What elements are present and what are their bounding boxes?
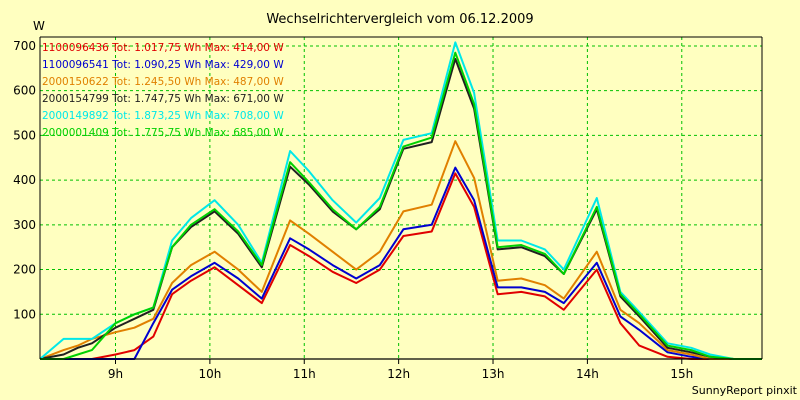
y-tick-label: 700 bbox=[13, 39, 36, 53]
x-tick-label: 15h bbox=[670, 367, 693, 381]
x-tick-label: 14h bbox=[576, 367, 599, 381]
y-tick-labels: 100 200 300 400 500 600 700 bbox=[13, 39, 36, 321]
legend-entry-2000154799: 2000154799 Tot: 1.747,75 Wh Max: 671,00 … bbox=[42, 93, 284, 105]
series-line-2000154799 bbox=[39, 57, 762, 360]
y-tick-label: 300 bbox=[13, 218, 36, 232]
x-tick-label: 12h bbox=[387, 367, 410, 381]
legend-entry-1100096541: 1100096541 Tot: 1.090,25 Wh Max: 429,00 … bbox=[42, 59, 284, 71]
series-lines bbox=[39, 41, 762, 360]
y-tick-label: 400 bbox=[13, 173, 36, 187]
y-tick-label: 200 bbox=[13, 263, 36, 277]
y-tick-label: 100 bbox=[13, 307, 36, 321]
series-line-1100096541 bbox=[40, 166, 762, 360]
x-tick-label: 11h bbox=[293, 367, 316, 381]
legend-entry-1100096436: 1100096436 Tot: 1.017,75 Wh Max: 414,00 … bbox=[42, 42, 284, 54]
y-axis-label: W bbox=[33, 19, 45, 33]
y-tick-label: 500 bbox=[13, 128, 36, 142]
legend-entry-2000150622: 2000150622 Tot: 1.245,50 Wh Max: 487,00 … bbox=[42, 76, 284, 88]
legend-entry-2000001409: 2000001409 Tot: 1.775,75 Wh Max: 685,00 … bbox=[42, 127, 284, 139]
footer-credit: SunnyReport pinxit bbox=[692, 384, 798, 397]
legend: 1100096436 Tot: 1.017,75 Wh Max: 414,00 … bbox=[42, 42, 284, 139]
grid bbox=[40, 37, 762, 364]
y-tick-label: 600 bbox=[13, 84, 36, 98]
series-line-2000001409 bbox=[40, 51, 762, 360]
legend-entry-2000149892: 2000149892 Tot: 1.873,25 Wh Max: 708,00 … bbox=[42, 110, 284, 122]
x-tick-label: 13h bbox=[482, 367, 505, 381]
x-tick-label: 10h bbox=[198, 367, 221, 381]
x-tick-labels: 9h 10h 11h 12h 13h 14h 15h bbox=[108, 367, 693, 381]
chart-title: Wechselrichtervergleich vom 06.12.2009 bbox=[266, 12, 533, 27]
x-tick-label: 9h bbox=[108, 367, 123, 381]
series-line-2000150622 bbox=[39, 140, 762, 360]
